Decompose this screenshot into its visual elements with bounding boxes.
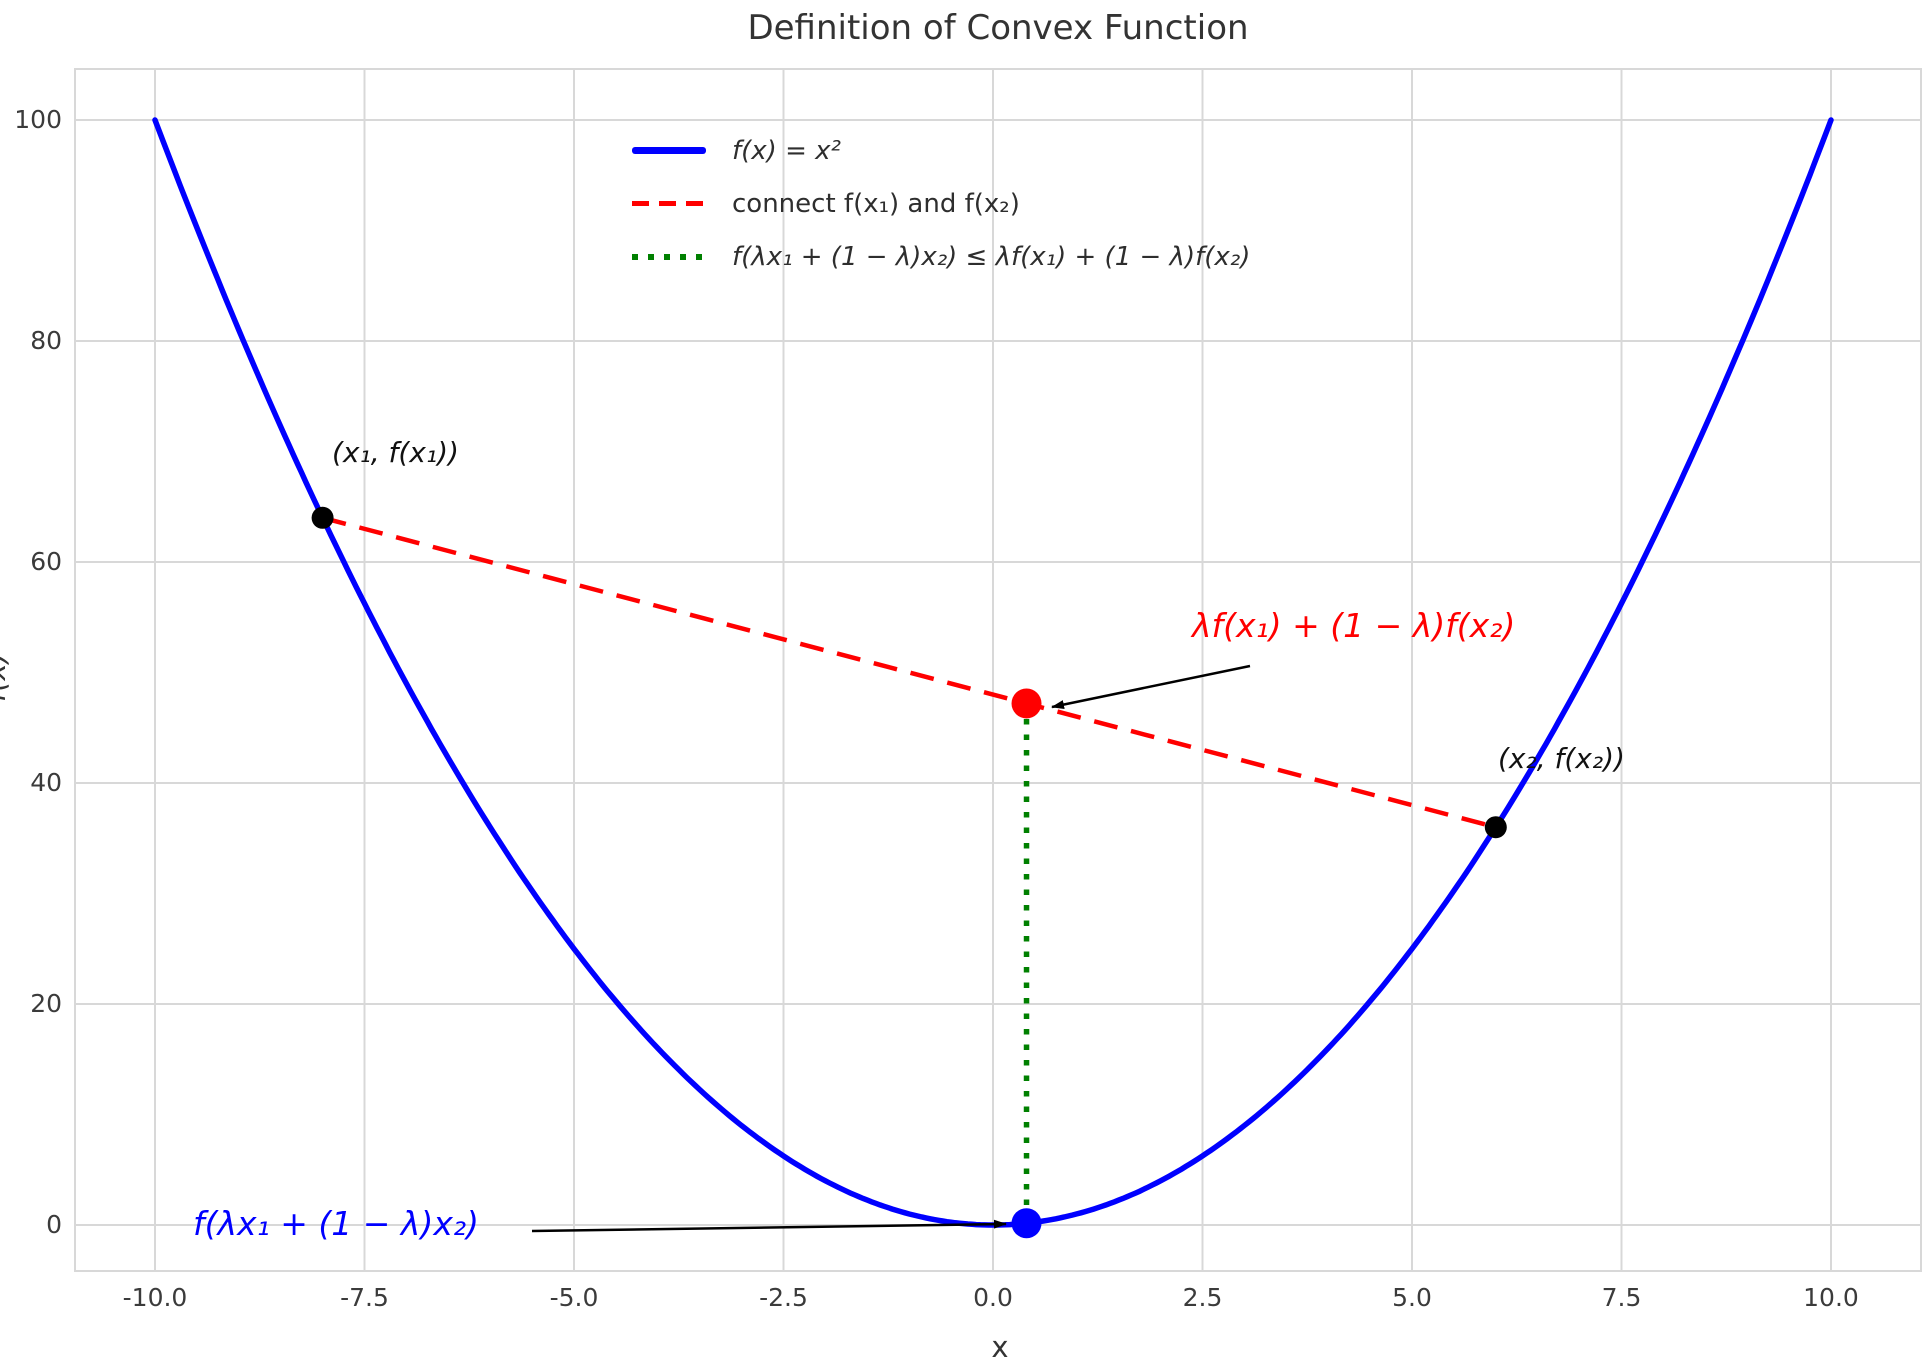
- y-tick-label: 40: [30, 768, 62, 797]
- y-tick-label: 100: [14, 105, 62, 134]
- blue-solid-line-swatch: [632, 147, 706, 154]
- chord-value-arrow: [1051, 664, 1251, 709]
- plot-frame: [74, 68, 1922, 1272]
- x-tick-label: 5.0: [1392, 1283, 1432, 1312]
- legend-label: connect f(x₁) and f(x₂): [732, 188, 1020, 219]
- green-dotted-line-swatch: [632, 253, 706, 260]
- y-tick-label: 0: [46, 1210, 62, 1239]
- point1-annotation: (x₁, f(x₁)): [332, 436, 459, 469]
- chart-title: Definition of Convex Function: [747, 8, 1249, 48]
- legend-label: f(x) = x²: [732, 135, 841, 166]
- plot-canvas: [74, 68, 1922, 1272]
- legend-label: f(λx₁ + (1 − λ)x₂) ≤ λf(x₁) + (1 − λ)f(x…: [732, 241, 1251, 272]
- red-dashed-line-swatch: [632, 201, 706, 206]
- legend: f(x) = x² connect f(x₁) and f(x₂) f(λx₁ …: [632, 124, 1250, 283]
- chord-value-annotation: λf(x₁) + (1 − λ)f(x₂): [1192, 606, 1516, 645]
- legend-item-chord: connect f(x₁) and f(x₂): [632, 177, 1250, 230]
- x-axis-label: x: [991, 1330, 1009, 1364]
- y-tick-label: 20: [30, 989, 62, 1018]
- legend-item-inequality: f(λx₁ + (1 − λ)x₂) ≤ λf(x₁) + (1 − λ)f(x…: [632, 230, 1250, 283]
- y-tick-label: 80: [30, 326, 62, 355]
- y-axis-label: f(x): [0, 652, 12, 702]
- x-tick-label: -10.0: [122, 1283, 188, 1312]
- point2-annotation: (x₂, f(x₂)): [1498, 742, 1625, 775]
- x-tick-label: 7.5: [1601, 1283, 1642, 1312]
- legend-item-curve: f(x) = x²: [632, 124, 1250, 177]
- curve-value-arrow: [531, 1219, 1007, 1233]
- data-point: [311, 506, 334, 529]
- data-point: [1484, 816, 1507, 839]
- y-tick-label: 60: [30, 547, 62, 576]
- curve-value-annotation: f(λx₁ + (1 − λ)x₂): [193, 1204, 479, 1243]
- x-tick-label: -2.5: [759, 1283, 808, 1312]
- data-point: [1011, 1208, 1042, 1239]
- chord-line: [322, 515, 1497, 830]
- data-point: [1011, 688, 1042, 719]
- x-tick-label: -5.0: [549, 1283, 599, 1312]
- x-tick-label: 0.0: [973, 1283, 1013, 1312]
- x-tick-label: 10.0: [1803, 1283, 1859, 1312]
- x-tick-label: 2.5: [1182, 1283, 1223, 1312]
- x-tick-label: -7.5: [340, 1283, 389, 1312]
- plot-area: [74, 68, 1922, 1272]
